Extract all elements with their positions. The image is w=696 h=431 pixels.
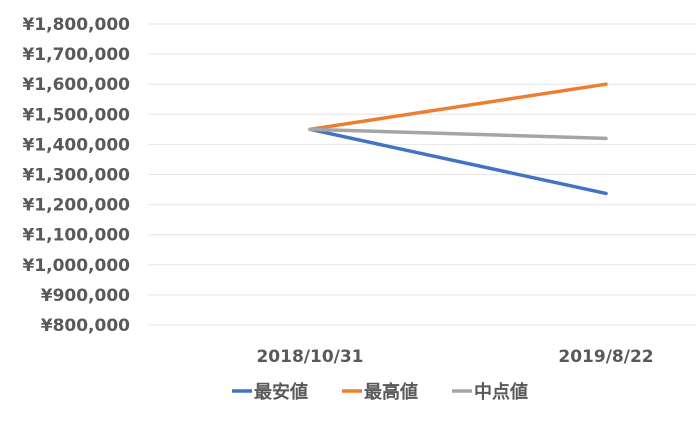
series-line-1 (308, 127, 608, 196)
y-axis: ¥800,000 ¥900,000 ¥1,000,000 ¥1,100,000 ¥1,2… (22, 15, 130, 336)
x-axis: 2018/10/31 2019/8/22 (256, 347, 653, 367)
legend: 最安値 最高値 中点値 (232, 381, 528, 403)
y-tick-label: ¥800,000 (41, 316, 130, 336)
series-line-2 (308, 82, 608, 132)
legend-label: 最高値 (364, 381, 418, 403)
gridlines (148, 23, 696, 326)
y-tick-label: ¥1,400,000 (22, 135, 130, 155)
legend-label: 中点値 (474, 381, 528, 403)
legend-item-3: 中点値 (452, 381, 528, 403)
x-tick-label: 2019/8/22 (558, 347, 653, 367)
y-tick-label: ¥1,200,000 (22, 196, 130, 216)
series-line-3 (308, 127, 608, 141)
legend-label: 最安値 (254, 381, 308, 403)
series-lines (308, 82, 608, 196)
y-tick-label: ¥1,600,000 (22, 75, 130, 95)
y-tick-label: ¥1,100,000 (22, 226, 130, 246)
y-tick-label: ¥1,700,000 (22, 45, 130, 65)
legend-item-2: 最高値 (342, 381, 418, 403)
y-tick-label: ¥1,800,000 (22, 15, 130, 35)
legend-item-1: 最安値 (232, 381, 308, 403)
y-tick-label: ¥900,000 (41, 286, 130, 306)
y-tick-label: ¥1,500,000 (22, 105, 130, 125)
y-tick-label: ¥1,300,000 (22, 166, 130, 186)
y-tick-label: ¥1,000,000 (22, 256, 130, 276)
x-tick-label: 2018/10/31 (256, 347, 363, 367)
